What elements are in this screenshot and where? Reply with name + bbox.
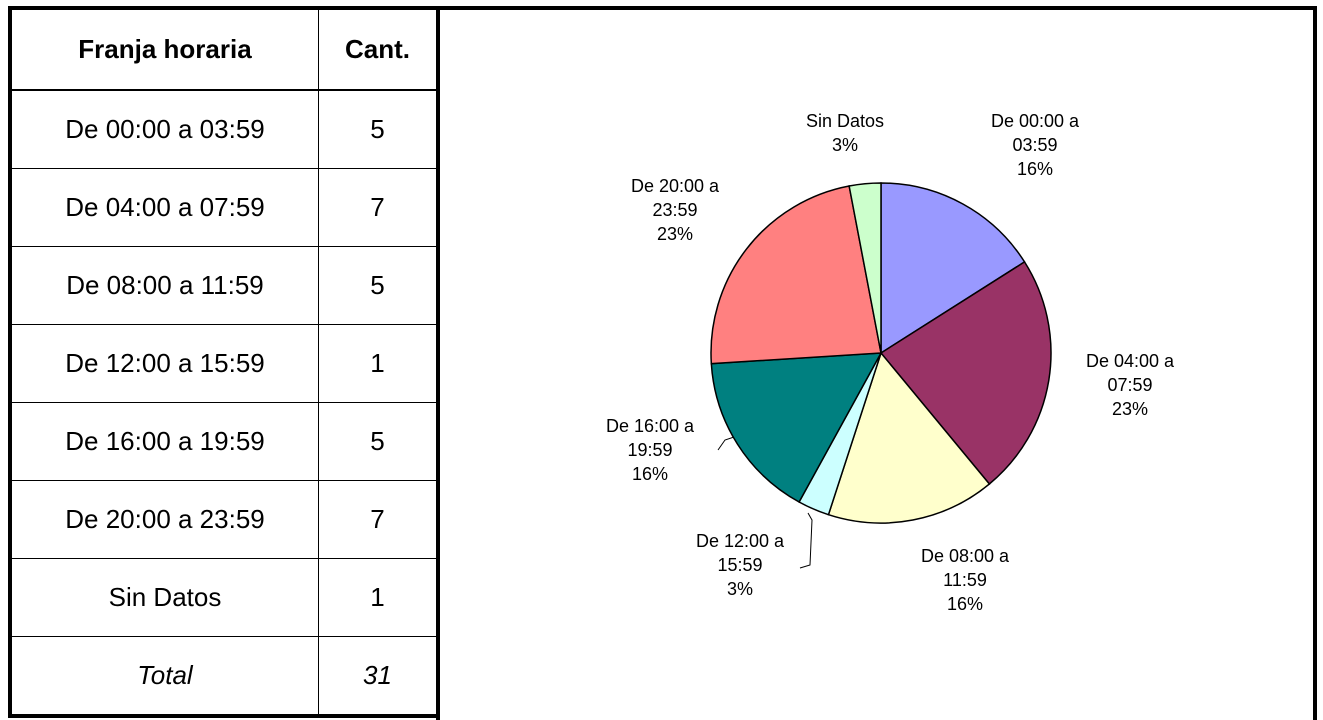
table-row: Sin Datos 1 [9,558,439,637]
header-cell: Franja horaria [9,7,319,91]
leader-line [799,512,813,569]
slice-label: De 20:00 a 23:59 23% [615,174,735,246]
slice-percent: 16% [946,594,984,614]
table-cell: De 12:00 a 15:59 [9,324,319,403]
slice-name: De 00:00 a 03:59 [990,111,1080,155]
total-cell: 31 [318,636,439,717]
slice-label: De 16:00 a 19:59 16% [590,414,710,486]
table-cell: 5 [318,402,439,481]
slice-percent: 16% [631,464,669,484]
table-row: De 08:00 a 11:59 5 [9,246,439,325]
slice-percent: 23% [1111,399,1149,419]
table-cell: De 08:00 a 11:59 [9,246,319,325]
slice-name: De 20:00 a 23:59 [630,176,720,220]
pie-slice [710,352,883,503]
total-cell: Total [9,636,319,717]
data-table: Franja horaria Cant. De 00:00 a 03:59 5 De 0… [8,6,440,718]
slice-percent: 3% [726,579,753,599]
header-row: Franja horaria Cant. [9,7,439,91]
table-row: De 00:00 a 03:59 5 [9,89,439,169]
table-cell: 7 [318,168,439,247]
slice-name: De 04:00 a 07:59 [1085,351,1175,395]
pie-slice [879,260,1052,486]
slice-name: De 16:00 a 19:59 [605,416,695,460]
slice-name: De 12:00 a 15:59 [695,531,785,575]
slice-label: De 12:00 a 15:59 3% [680,529,800,601]
slice-name: Sin Datos [805,111,885,131]
header-cell: Cant. [318,7,439,91]
table-cell: De 00:00 a 03:59 [9,89,319,169]
table-row: De 12:00 a 15:59 1 [9,324,439,403]
pie-slice [848,182,882,354]
table-cell: Sin Datos [9,558,319,637]
slice-percent: 3% [831,135,858,155]
pie-slice [710,185,882,365]
slice-label: Sin Datos 3% [785,109,905,157]
pie-slice [827,351,991,524]
total-row: Total 31 [9,636,439,717]
slice-label: De 04:00 a 07:59 23% [1070,349,1190,421]
table-cell: 5 [318,89,439,169]
slice-name: De 08:00 a 11:59 [920,546,1010,590]
slice-label: De 08:00 a 11:59 16% [905,544,1025,616]
slice-label: De 00:00 a 03:59 16% [975,109,1095,181]
slice-percent: 23% [656,224,694,244]
pie-slice [880,182,1026,355]
slice-percent: 16% [1016,159,1054,179]
chart-panel [436,6,1317,720]
table-cell: 1 [318,558,439,637]
table-cell: 7 [318,480,439,559]
